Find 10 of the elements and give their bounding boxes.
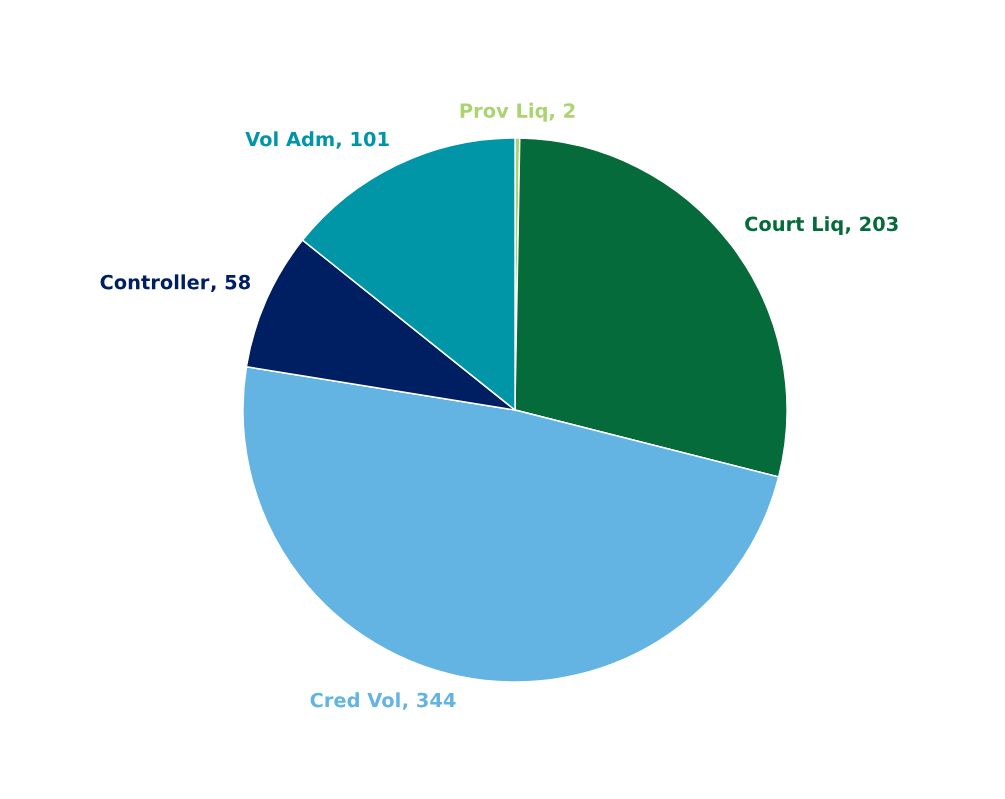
slice-label: Cred Vol	[310, 692, 400, 708]
slice-label: Controller	[100, 274, 210, 290]
slice-label: Vol Adm	[245, 131, 334, 147]
data-label: , 203	[845, 216, 898, 234]
slice-label: Prov Liq	[460, 102, 547, 122]
data-label: , 58	[211, 274, 251, 292]
data-label: , 101	[336, 131, 389, 149]
data-label: , 344	[402, 692, 456, 710]
slice-label: Court Liq	[745, 216, 843, 235]
data-label: , 2	[549, 103, 575, 121]
